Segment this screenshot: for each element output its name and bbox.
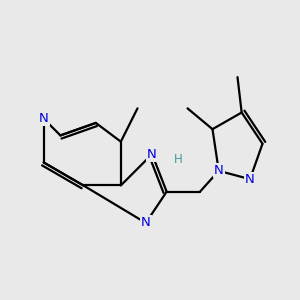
Text: N: N (141, 216, 151, 230)
Text: N: N (147, 148, 157, 161)
Text: N: N (39, 112, 49, 125)
Text: H: H (173, 153, 182, 166)
Text: N: N (214, 164, 224, 177)
Text: N: N (245, 173, 255, 186)
